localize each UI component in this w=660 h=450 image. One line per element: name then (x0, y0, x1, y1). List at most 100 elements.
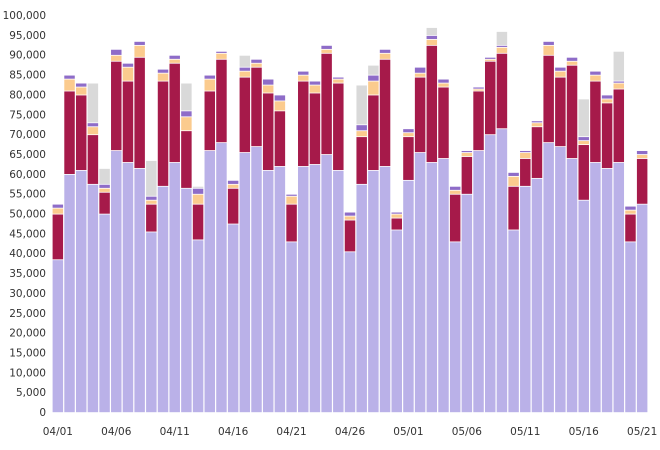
bar-segment (262, 170, 274, 413)
y-tick-label: 100,000 (3, 10, 46, 22)
bar-segment (368, 95, 379, 171)
bar-segment (298, 166, 309, 413)
bar-segment (134, 168, 145, 413)
bar-segment (496, 129, 508, 413)
bar-segment (111, 61, 122, 151)
bar-segment (601, 95, 613, 99)
bar-segment (613, 83, 625, 89)
bar-segment (146, 196, 157, 200)
bar-segment (520, 158, 531, 186)
bar-segment (356, 184, 367, 413)
bar-segment (590, 71, 601, 75)
bar-segment (473, 89, 484, 91)
bar-segment (461, 150, 473, 153)
bar-segment (414, 152, 426, 413)
bar-segment (613, 81, 625, 83)
bar-segment (438, 87, 449, 159)
bar-segment (192, 186, 204, 188)
bar-segment (192, 240, 204, 413)
bar-segment (204, 75, 216, 79)
bar-segment (543, 41, 554, 45)
bar-segment (239, 67, 251, 71)
bar-segment (239, 71, 251, 77)
bar-segment (333, 170, 344, 413)
y-tick-label: 30,000 (9, 288, 46, 300)
bar-segment (636, 158, 648, 204)
bar-segment (146, 160, 157, 196)
bar-segment (321, 154, 332, 413)
bar-segment (520, 150, 531, 153)
bar-segment (75, 87, 87, 95)
bar-segment (403, 180, 414, 413)
bar-segment (87, 127, 99, 135)
bar-segment (636, 204, 648, 413)
bar-segment (543, 45, 554, 55)
bar-segment (262, 85, 274, 93)
bar-segment (531, 127, 543, 178)
bar-segment (344, 220, 356, 252)
bar-segment (181, 188, 192, 413)
bar-segment (181, 111, 192, 117)
bar-segment (391, 212, 402, 214)
bar-segment (274, 166, 286, 413)
bar-segment (64, 91, 75, 174)
bar-segment (531, 123, 543, 127)
bar-segment (216, 53, 227, 59)
bar-segment (227, 188, 239, 224)
bar-segment (473, 91, 484, 151)
x-tick-label: 05/01 (393, 426, 423, 438)
y-tick-label: 65,000 (9, 149, 46, 161)
bar-segment (298, 81, 309, 167)
y-tick-label: 50,000 (9, 209, 46, 221)
bar-segment (157, 81, 169, 186)
bar-segment (414, 67, 426, 73)
bar-segment (87, 83, 99, 123)
bar-segment (111, 150, 122, 413)
bar-segment (391, 214, 402, 218)
bar-segment (181, 131, 192, 188)
bar-segment (239, 55, 251, 67)
bar-segment (64, 79, 75, 91)
bar-segment (298, 75, 309, 81)
bar-segment (391, 230, 402, 413)
bar-segment (613, 89, 625, 163)
bar-segment (449, 194, 461, 242)
bar-segment (239, 77, 251, 153)
bar-segment (134, 57, 145, 169)
bar-segment (216, 59, 227, 143)
bar-segment (122, 67, 134, 81)
bar-segment (461, 152, 473, 157)
bar-segment (379, 166, 391, 413)
x-tick-label: 05/16 (569, 426, 600, 438)
bar-segment (146, 200, 157, 204)
bar-segment (625, 206, 636, 210)
bar-segment (204, 91, 216, 151)
x-tick-label: 04/11 (160, 426, 190, 438)
y-tick-label: 5,000 (16, 387, 46, 399)
bar-segment (625, 214, 636, 242)
y-tick-label: 70,000 (9, 129, 46, 141)
bar-segment (262, 93, 274, 171)
bar-segment (473, 87, 484, 89)
bar-segment (344, 212, 356, 216)
bar-segment (87, 184, 99, 413)
bar-segment (146, 204, 157, 232)
bar-segment (309, 81, 321, 85)
y-tick-label: 20,000 (9, 328, 46, 340)
bar-segment (356, 137, 367, 184)
bar-segment (227, 224, 239, 413)
bar-segment (99, 188, 110, 192)
bar-segment (52, 204, 64, 208)
bar-segment (461, 194, 473, 413)
bar-segment (87, 123, 99, 127)
bar-segment (613, 162, 625, 413)
bar-segment (625, 210, 636, 214)
x-tick-label: 04/16 (218, 426, 249, 438)
bar-segment (111, 49, 122, 55)
bar-segment (636, 150, 648, 155)
bar-segment (543, 55, 554, 143)
bar-segment (449, 190, 461, 194)
bar-segment (426, 162, 438, 413)
bar-segment (613, 51, 625, 81)
